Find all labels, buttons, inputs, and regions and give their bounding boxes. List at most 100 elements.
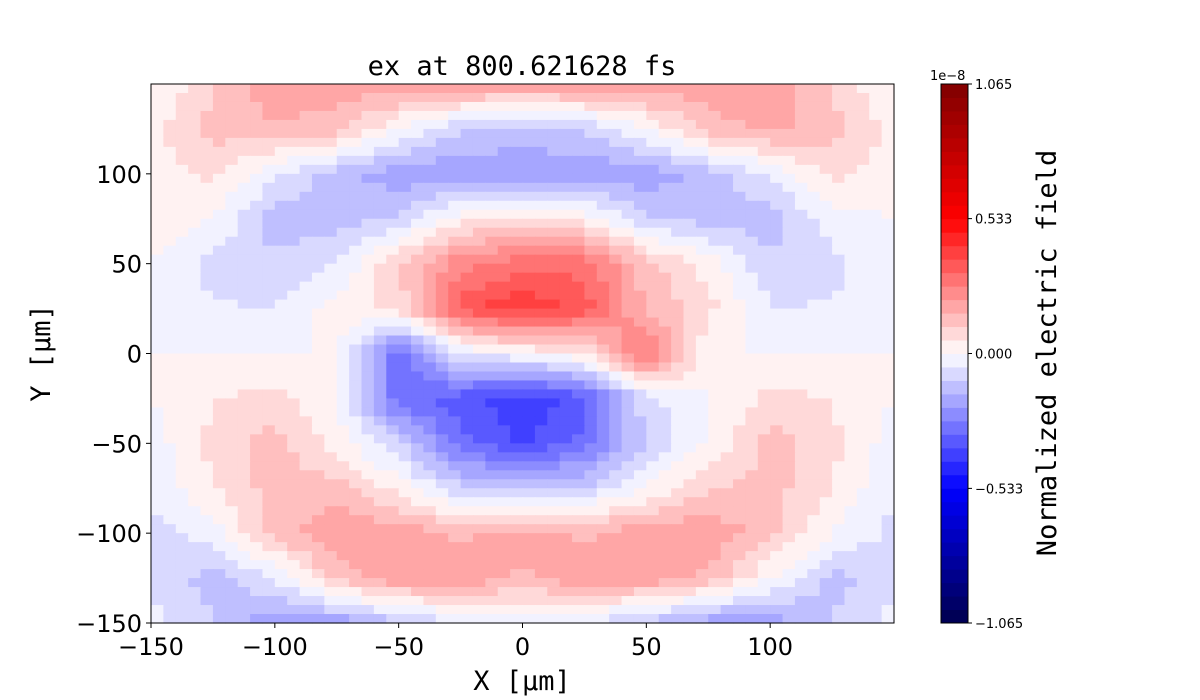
heatmap-cell <box>274 290 288 301</box>
heatmap-cell <box>497 506 511 516</box>
heatmap-cell <box>708 155 722 166</box>
heatmap-cell <box>212 425 226 435</box>
heatmap-cell <box>386 101 400 112</box>
heatmap-cell <box>262 578 276 588</box>
heatmap-cell <box>671 488 685 498</box>
heatmap-cell <box>819 272 833 283</box>
heatmap-cell <box>584 605 598 615</box>
heatmap-cell <box>472 416 486 426</box>
heatmap-cell <box>609 218 623 229</box>
heatmap-cell <box>646 218 660 229</box>
heatmap-cell <box>287 155 301 166</box>
heatmap-cell <box>646 92 660 103</box>
heatmap-cell <box>869 443 883 453</box>
heatmap-cell <box>522 209 536 220</box>
heatmap-cell <box>188 452 202 462</box>
heatmap-cell <box>373 128 387 139</box>
heatmap-cell <box>311 281 325 292</box>
heatmap-cell <box>819 308 833 319</box>
heatmap-cell <box>386 182 400 193</box>
heatmap-cell <box>237 407 251 417</box>
heatmap-cell <box>547 254 561 265</box>
heatmap-cell <box>299 209 313 220</box>
heatmap-cell <box>609 299 623 310</box>
heatmap-cell <box>695 101 709 112</box>
heatmap-cell <box>522 416 536 426</box>
heatmap-cell <box>819 515 833 525</box>
heatmap-cell <box>250 218 264 229</box>
heatmap-cell <box>757 344 771 355</box>
heatmap-cell <box>572 542 586 552</box>
heatmap-cell <box>683 335 697 346</box>
heatmap-cell <box>819 299 833 310</box>
heatmap-cell <box>349 479 363 489</box>
heatmap-cell <box>349 488 363 498</box>
heatmap-cell <box>794 425 808 435</box>
heatmap-cell <box>745 515 759 525</box>
heatmap-cell <box>175 443 189 453</box>
heatmap-cell <box>609 533 623 543</box>
heatmap-cell <box>572 146 586 157</box>
heatmap-cell <box>794 326 808 337</box>
heatmap-cell <box>745 470 759 480</box>
heatmap-cell <box>794 371 808 382</box>
heatmap-cell <box>472 353 486 364</box>
heatmap-cell <box>770 416 784 426</box>
heatmap-cell <box>373 308 387 319</box>
heatmap-cell <box>646 146 660 157</box>
heatmap-cell <box>435 110 449 121</box>
heatmap-cell <box>237 119 251 130</box>
heatmap-cell <box>225 101 239 112</box>
heatmap-cell <box>658 209 672 220</box>
heatmap-cell <box>522 344 536 355</box>
heatmap-cell <box>435 164 449 175</box>
heatmap-cell <box>188 92 202 103</box>
heatmap-cell <box>807 317 821 328</box>
heatmap-cell <box>485 110 499 121</box>
heatmap-cell <box>584 488 598 498</box>
heatmap-cell <box>175 479 189 489</box>
heatmap-cell <box>819 389 833 400</box>
heatmap-cell <box>646 506 660 516</box>
heatmap-cell <box>671 578 685 588</box>
heatmap-cell <box>250 272 264 283</box>
heatmap-cell <box>559 272 573 283</box>
heatmap-cell <box>163 353 177 364</box>
heatmap-cell <box>349 308 363 319</box>
heatmap-cell <box>299 461 313 471</box>
heatmap-cell <box>708 587 722 597</box>
heatmap-cell <box>720 443 734 453</box>
heatmap-cell <box>572 587 586 597</box>
heatmap-cell <box>435 578 449 588</box>
heatmap-cell <box>584 344 598 355</box>
heatmap-cell <box>311 551 325 561</box>
heatmap-cell <box>448 407 462 417</box>
heatmap-cell <box>534 110 548 121</box>
heatmap-cell <box>708 344 722 355</box>
heatmap-cell <box>510 92 524 103</box>
heatmap-cell <box>832 236 846 247</box>
heatmap-cell <box>373 596 387 606</box>
heatmap-cell <box>881 389 895 400</box>
heatmap-cell <box>572 245 586 256</box>
heatmap-cell <box>733 146 746 157</box>
heatmap-cell <box>361 272 375 283</box>
heatmap-cell <box>349 452 363 462</box>
colorbar-level <box>941 407 968 422</box>
heatmap-cell <box>745 416 759 426</box>
heatmap-cell <box>856 380 870 391</box>
heatmap-cell <box>373 164 387 175</box>
heatmap-cell <box>596 461 610 471</box>
heatmap-cell <box>832 533 846 543</box>
heatmap-cell <box>770 173 784 184</box>
heatmap-cell <box>856 209 870 220</box>
heatmap-cell <box>510 128 524 139</box>
heatmap-cell <box>745 245 759 256</box>
heatmap-cell <box>423 128 437 139</box>
heatmap-cell <box>497 434 511 444</box>
heatmap-cell <box>807 443 821 453</box>
heatmap-cell <box>596 200 610 211</box>
heatmap-cell <box>212 200 226 211</box>
heatmap-cell <box>274 533 288 543</box>
heatmap-cell <box>547 245 561 256</box>
